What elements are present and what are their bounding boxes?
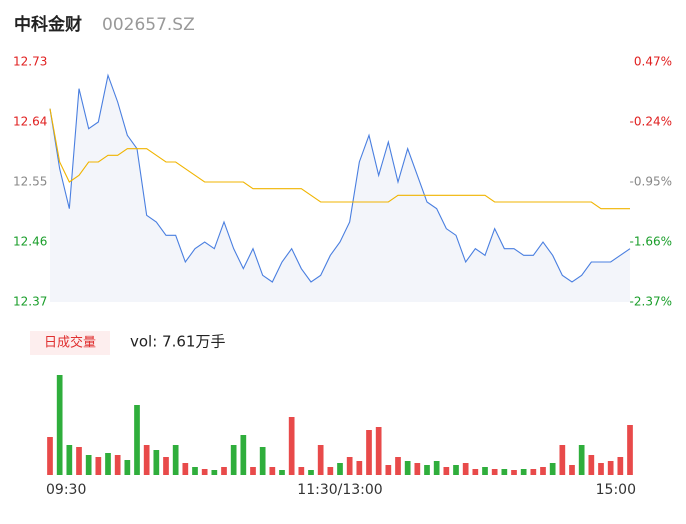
volume-bar [501, 469, 508, 475]
volume-bar [124, 460, 131, 475]
volume-bar [540, 467, 546, 475]
volume-bar [414, 463, 421, 475]
volume-bar [482, 467, 488, 475]
volume-bar [588, 455, 595, 475]
volume-bar [491, 469, 498, 475]
volume-bar [105, 453, 111, 475]
volume-bar [230, 445, 237, 475]
y-tick-label: 12.55 [13, 175, 47, 189]
volume-bar [143, 445, 150, 475]
volume-bar [163, 457, 169, 475]
volume-bar [66, 445, 73, 475]
y2-tick-label: -0.95% [630, 175, 672, 189]
x-tick-label: 11:30/13:00 [297, 482, 382, 498]
volume-bar [153, 450, 160, 475]
volume-bar [607, 461, 614, 475]
volume-bar [627, 425, 633, 475]
volume-bar [453, 465, 459, 475]
volume-bar [569, 465, 575, 475]
y-tick-label: 12.37 [13, 295, 47, 309]
volume-bar [337, 463, 343, 475]
volume-bar [578, 445, 585, 475]
volume-bar [269, 467, 276, 475]
volume-bar [549, 463, 556, 475]
y-tick-label: 12.46 [13, 235, 47, 249]
volume-bar [356, 461, 363, 475]
volume-bar [308, 470, 314, 475]
tag-bg [30, 331, 110, 355]
x-tick-label: 09:30 [46, 482, 86, 498]
price-area [50, 75, 630, 302]
volume-bar [211, 470, 218, 475]
volume-bar [346, 457, 353, 475]
volume-bar [366, 430, 372, 475]
volume-bar [443, 467, 450, 475]
price-line [49, 73, 631, 283]
volume-bar [259, 447, 266, 475]
volume-bar [317, 445, 324, 475]
volume-bar [375, 427, 382, 475]
volume-bar [182, 463, 189, 475]
volume-bar [298, 467, 305, 475]
volume-bar [559, 445, 566, 475]
volume-bar [172, 445, 179, 475]
x-tick-label: 15:00 [596, 482, 636, 498]
volume-bar [240, 435, 247, 475]
volume-bar [56, 375, 63, 475]
stock-name: 中科金财 [14, 14, 82, 35]
volume-bar [472, 469, 479, 475]
volume-bar [114, 455, 121, 475]
volume-bar [511, 470, 517, 475]
stock-code: 002657.SZ [102, 15, 195, 35]
volume-bar [433, 461, 440, 475]
volume-bar [385, 465, 392, 475]
volume-bar [598, 463, 604, 475]
y-tick-label: 12.64 [13, 115, 47, 129]
volume-bar [47, 437, 53, 475]
volume-bar [462, 463, 469, 475]
y-tick-label: 12.73 [13, 55, 47, 69]
volume-bar [134, 405, 140, 475]
y2-tick-label: -0.24% [630, 115, 672, 129]
volume-bar [520, 469, 527, 475]
volume-bar [617, 457, 624, 475]
y2-tick-label: -1.66% [630, 235, 672, 249]
volume-total: vol: 7.61万手 [130, 333, 225, 351]
volume-tag: 日成交量 [44, 335, 96, 351]
volume-bar [221, 467, 227, 475]
volume-bar [404, 461, 411, 475]
volume-bar [76, 447, 82, 475]
volume-bar [530, 469, 537, 475]
volume-bar [279, 470, 285, 475]
volume-bar [192, 467, 198, 475]
volume-bar [95, 457, 102, 475]
average-line [49, 108, 630, 210]
volume-bar [85, 455, 92, 475]
volume-bar [327, 467, 334, 475]
volume-bar [201, 469, 208, 475]
volume-bar [395, 457, 401, 475]
volume-bar [250, 467, 256, 475]
volume-bar [288, 417, 295, 475]
y2-tick-label: 0.47% [634, 55, 672, 69]
volume-bar [424, 465, 430, 475]
y2-tick-label: -2.37% [630, 295, 672, 309]
